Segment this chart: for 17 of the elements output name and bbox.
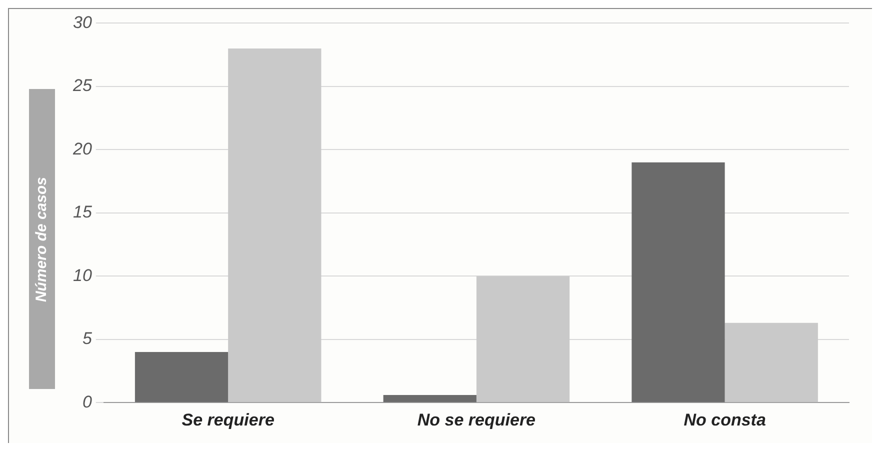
y-tick-label: 20 (72, 139, 92, 158)
y-tick-label: 15 (72, 202, 92, 222)
bar (724, 322, 818, 402)
bar (632, 162, 725, 402)
y-tick-label: 25 (72, 76, 92, 96)
bar (383, 395, 476, 402)
x-tick-label: No consta (684, 410, 766, 430)
x-tick-label: No se requiere (417, 410, 536, 430)
y-axis-title: Número de casos (34, 176, 51, 302)
x-tick-label: Se requiere (182, 410, 274, 430)
y-tick-label: 30 (72, 12, 92, 32)
bar (228, 48, 322, 402)
y-tick-label: 5 (82, 329, 92, 348)
bar (476, 276, 570, 402)
y-tick-label: 0 (82, 392, 92, 412)
bar (134, 352, 228, 402)
y-tick-label: 10 (72, 266, 92, 285)
